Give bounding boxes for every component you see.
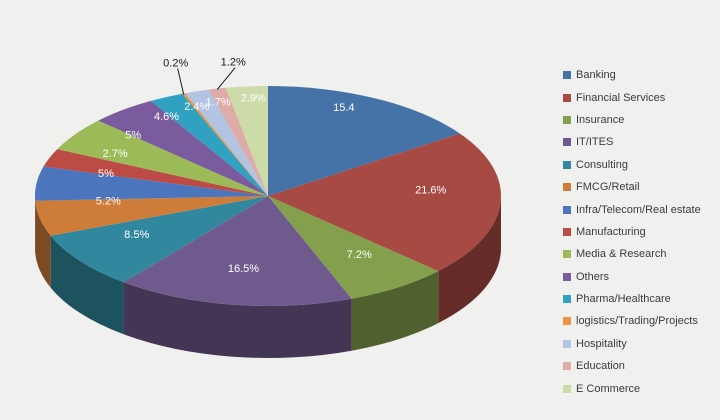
legend-swatch-icon (563, 160, 571, 169)
legend-swatch-icon (563, 227, 571, 236)
slice-label: 21.6% (415, 184, 446, 196)
pie-slice (98, 100, 268, 196)
legend-swatch-icon (563, 205, 571, 214)
legend-label: Consulting (576, 158, 628, 171)
pie-slice (123, 196, 352, 307)
legend-swatch-icon (563, 295, 571, 304)
legend-swatch-icon (563, 138, 571, 147)
legend-label: Financial Services (576, 91, 666, 104)
legend-item: Consulting (563, 154, 701, 176)
slice-label: 15.4 (333, 102, 354, 114)
legend-item: Banking (563, 64, 701, 86)
slice-label: 2.4% (184, 101, 209, 113)
pie-slice (43, 149, 268, 196)
slice-label: 5% (125, 130, 141, 142)
label-leader-line (177, 68, 185, 95)
pie-slice (268, 85, 460, 196)
legend-swatch-icon (563, 250, 571, 259)
legend: Banking Financial Services Insurance IT/ITE… (563, 64, 701, 400)
pie-slice (182, 93, 268, 196)
legend-swatch-icon (563, 339, 571, 348)
pie-slice (208, 87, 268, 196)
legend-label: Insurance (576, 113, 625, 126)
legend-item: Financial Services (563, 86, 701, 108)
pie-slice (57, 120, 268, 196)
legend-item: logistics/Trading/Projects (563, 310, 701, 332)
legend-label: Hospitality (576, 337, 627, 350)
slice-label: 0.2% (163, 58, 188, 70)
legend-swatch-icon (563, 272, 571, 281)
legend-item: E Commerce (563, 377, 701, 399)
legend-item: Infra/Telecom/Real estate (563, 198, 701, 220)
legend-swatch-icon (563, 317, 571, 326)
slice-label: 16.5% (228, 263, 259, 275)
slice-label: 7.2% (347, 249, 372, 261)
legend-item: Pharma/Healthcare (563, 288, 701, 310)
pie-slice (50, 196, 269, 283)
pie-slice (268, 133, 502, 272)
legend-label: FMCG/Retail (576, 181, 640, 194)
pie-slice-side (351, 271, 439, 351)
legend-item: Education (563, 355, 701, 377)
legend-label: Pharma/Healthcare (576, 293, 671, 306)
legend-label: Education (576, 360, 625, 373)
legend-label: Media & Research (576, 248, 667, 261)
legend-item: Insurance (563, 109, 701, 131)
legend-swatch-icon (563, 384, 571, 393)
pie-slice (34, 166, 269, 201)
slice-label: 2.9% (241, 93, 266, 105)
legend-item: IT/ITES (563, 131, 701, 153)
legend-swatch-icon (563, 71, 571, 80)
legend-label: Manufacturing (576, 225, 646, 238)
legend-item: Hospitality (563, 333, 701, 355)
slice-label: 4.6% (154, 111, 179, 123)
pie-slice (150, 93, 268, 196)
slice-label: 8.5% (124, 229, 149, 241)
legend-label: Banking (576, 69, 616, 82)
legend-label: Others (576, 270, 610, 283)
legend-swatch-icon (563, 362, 571, 371)
legend-label: logistics/Trading/Projects (576, 315, 698, 328)
slice-label: 2.7% (103, 148, 128, 160)
pie-slice (185, 89, 268, 196)
pie-slice (268, 196, 439, 299)
label-leader-line (216, 67, 236, 90)
pie-slice (35, 196, 269, 236)
pie-slice-side (50, 235, 124, 335)
legend-label: E Commerce (576, 382, 641, 395)
slice-label: 5.2% (96, 196, 121, 208)
legend-item: Others (563, 266, 701, 288)
legend-item: Media & Research (563, 243, 701, 265)
legend-swatch-icon (563, 93, 571, 102)
legend-item: Manufacturing (563, 221, 701, 243)
legend-item: FMCG/Retail (563, 176, 701, 198)
pie-slice (225, 85, 268, 196)
legend-swatch-icon (563, 183, 571, 192)
legend-swatch-icon (563, 115, 571, 124)
pie-slice-side (123, 282, 352, 359)
slice-label: 1.2% (221, 57, 246, 69)
legend-label: Infra/Telecom/Real estate (576, 203, 701, 216)
pie-slice-side (438, 196, 501, 324)
slice-label: 5% (98, 168, 114, 180)
pie-slice-side (35, 200, 51, 288)
legend-label: IT/ITES (576, 136, 614, 149)
slice-label: 1.7% (206, 96, 231, 108)
